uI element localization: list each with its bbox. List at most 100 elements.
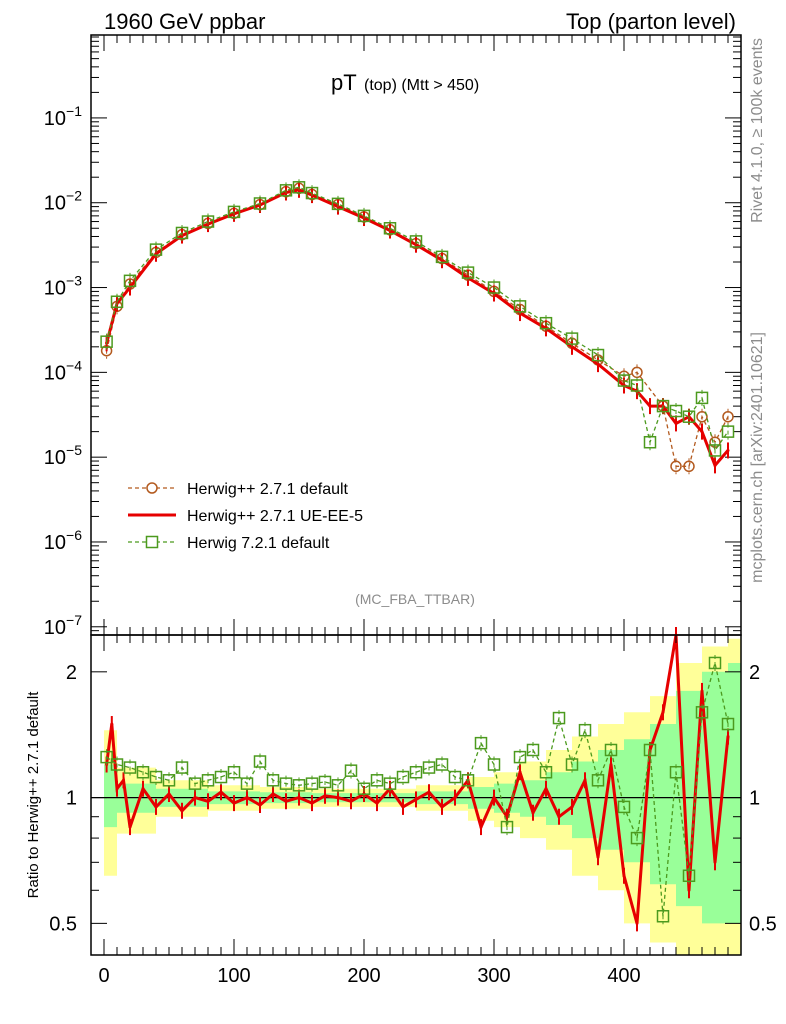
data-point	[375, 801, 379, 805]
data-point	[284, 799, 288, 803]
data-point	[570, 345, 574, 349]
data-point	[435, 758, 449, 771]
data-point	[310, 801, 314, 805]
analysis-tag: (MC_FBA_TTBAR)	[355, 591, 475, 607]
data-point	[409, 235, 423, 248]
data-point	[110, 722, 114, 726]
data-point	[492, 796, 496, 800]
data-point	[357, 209, 371, 223]
data-point	[245, 796, 249, 800]
ratio-y-tick-label-right: 2	[749, 662, 760, 684]
data-point	[683, 460, 695, 473]
data-point	[258, 803, 262, 807]
data-point	[435, 250, 449, 264]
data-point	[565, 332, 579, 345]
y-tick-label: 10−4	[44, 357, 82, 384]
data-point	[682, 869, 696, 883]
data-point	[726, 448, 730, 452]
y-tick-label: 10−6	[44, 527, 82, 554]
main-series	[100, 179, 735, 475]
data-point	[305, 186, 319, 200]
data-point	[401, 805, 405, 809]
data-point	[713, 860, 717, 864]
data-point	[670, 460, 682, 473]
data-point	[544, 787, 548, 791]
data-point	[128, 825, 132, 829]
y-tick-label: 10−3	[44, 273, 82, 300]
data-point	[500, 820, 514, 834]
data-point	[487, 281, 501, 294]
data-point	[552, 711, 566, 725]
data-point	[453, 796, 457, 800]
data-point	[193, 796, 197, 800]
data-point	[100, 335, 113, 348]
data-point	[539, 765, 553, 779]
data-point	[656, 909, 670, 923]
data-point	[188, 777, 202, 790]
data-point	[448, 770, 462, 784]
data-point	[539, 316, 553, 330]
data-point	[682, 410, 696, 423]
ratio-ticks: 2 2 1 1 0.5 0.5 0 100 200 300 400	[49, 635, 777, 987]
data-point	[487, 758, 501, 771]
data-point	[609, 763, 613, 767]
ratio-ylabel: Ratio to Herwig++ 2.7.1 default	[25, 691, 42, 899]
data-point	[526, 743, 540, 757]
y-tick-label: 10−5	[44, 442, 82, 469]
plot-title-sub: (top) (Mtt > 450)	[364, 77, 479, 94]
y-tick-label: 10−7	[44, 612, 82, 639]
data-point	[266, 774, 280, 787]
data-point	[531, 811, 535, 815]
ratio-band-green	[104, 663, 741, 924]
data-point	[656, 399, 670, 413]
x-tick-label: 300	[477, 965, 510, 987]
data-point	[596, 362, 600, 366]
x-tick-label: 0	[98, 965, 109, 987]
data-point	[643, 743, 657, 757]
data-point	[292, 779, 306, 792]
side-label-rivet: Rivet 4.1.0, ≥ 100k events	[749, 38, 766, 223]
data-point	[414, 797, 418, 801]
data-point	[461, 266, 475, 279]
data-point	[505, 815, 509, 819]
data-point	[162, 774, 176, 787]
data-point	[643, 435, 657, 449]
plot-title-main: pT	[331, 70, 357, 95]
data-point	[513, 300, 527, 313]
data-point	[617, 800, 631, 814]
data-point	[700, 430, 704, 434]
data-point	[440, 258, 444, 262]
data-point	[305, 777, 319, 790]
legend-label: Herwig 7.2.1 default	[187, 535, 330, 552]
header-right: Top (parton level)	[566, 9, 736, 34]
data-point	[557, 815, 561, 819]
data-point	[136, 765, 150, 779]
data-point	[219, 790, 223, 794]
data-point	[708, 444, 722, 457]
data-point	[323, 794, 327, 798]
data-point	[396, 770, 410, 784]
data-point	[674, 421, 678, 425]
data-point	[630, 831, 644, 845]
data-point	[591, 774, 605, 787]
data-point	[167, 792, 171, 796]
data-point	[253, 197, 267, 210]
data-point	[700, 689, 704, 693]
data-point	[721, 717, 735, 731]
data-point	[227, 765, 241, 779]
data-point	[570, 805, 574, 809]
x-tick-label: 100	[217, 965, 250, 987]
data-point	[565, 758, 579, 771]
data-point	[440, 805, 444, 809]
data-point	[669, 404, 683, 418]
data-point	[661, 710, 665, 714]
data-point	[578, 723, 592, 737]
x-tick-label: 400	[607, 965, 640, 987]
ratio-y-tick-label: 1	[66, 788, 77, 810]
series-line-herwigpp_default	[105, 187, 729, 467]
data-point	[123, 761, 137, 774]
data-point	[141, 787, 145, 791]
data-point	[696, 410, 708, 423]
data-point	[344, 764, 358, 777]
data-point	[722, 410, 734, 423]
